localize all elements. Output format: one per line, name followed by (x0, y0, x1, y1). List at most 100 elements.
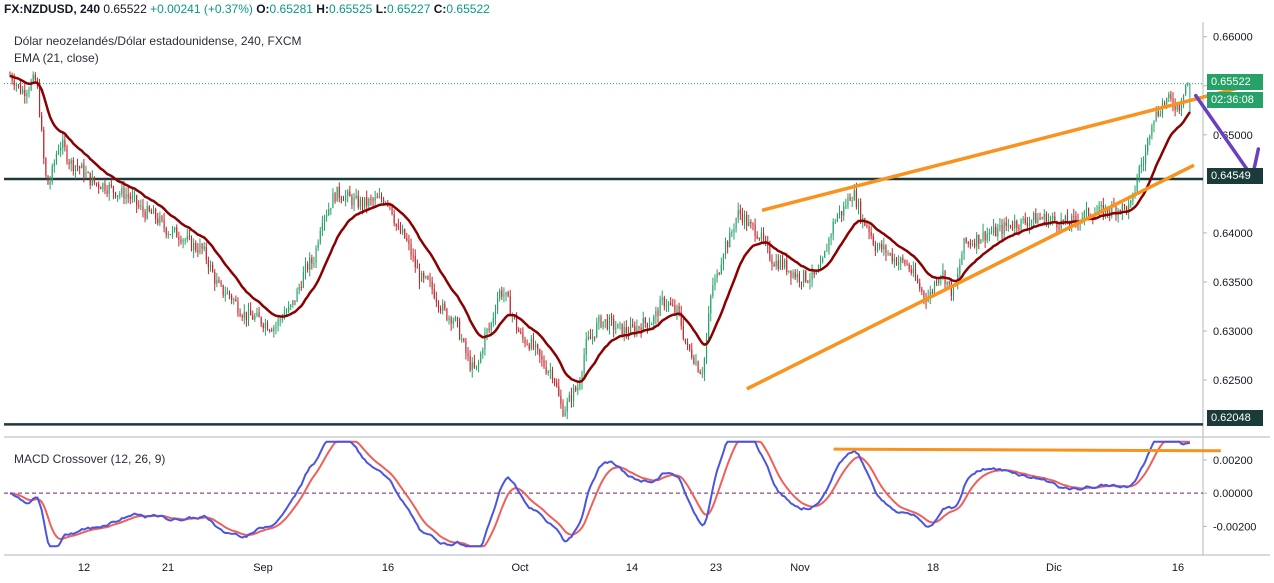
candle-body (999, 224, 1001, 229)
candle-body (680, 312, 682, 326)
candle-body (866, 225, 868, 227)
candle-body (321, 223, 323, 232)
candle-body (845, 206, 847, 208)
candle-body (689, 344, 691, 350)
candle-body (1007, 224, 1009, 226)
candle-body (982, 231, 984, 240)
candle-body (245, 311, 247, 321)
candle-body (176, 227, 178, 238)
candle-body (180, 239, 182, 243)
candle-body (701, 373, 703, 375)
candle-body (370, 199, 372, 201)
candle-body (294, 300, 296, 302)
candle-body (600, 316, 602, 328)
candle-body (917, 278, 919, 283)
candle-body (847, 196, 849, 207)
candle-body (406, 237, 408, 241)
candle-body (881, 243, 883, 250)
candle-body (1170, 94, 1172, 99)
candle-body (416, 267, 418, 269)
candle-body (792, 272, 794, 278)
candle-body (138, 205, 140, 207)
time-tick-label: Sep (253, 562, 273, 574)
candle-body (942, 271, 944, 276)
candle-body (560, 396, 562, 405)
candle-body (357, 195, 359, 208)
candle-body (146, 206, 148, 219)
candle-body (505, 292, 507, 295)
candle-body (1052, 216, 1054, 219)
candle-body (779, 259, 781, 269)
candle-body (83, 164, 85, 177)
candle-body (93, 176, 96, 183)
candle-body (1100, 204, 1102, 207)
candle-body (374, 197, 376, 201)
candle-body (338, 186, 340, 198)
candle-body (594, 336, 596, 338)
candle-body (667, 302, 670, 306)
candle-body (391, 204, 393, 215)
time-tick-label: 14 (626, 562, 638, 574)
candle-body (79, 166, 81, 169)
candle-body (1166, 98, 1168, 104)
candle-body (923, 291, 925, 298)
candle-body (171, 229, 174, 235)
candle-body (1037, 217, 1039, 224)
candle-body (404, 228, 406, 238)
candle-body (765, 239, 767, 242)
candle-body (64, 140, 66, 148)
candle-body (136, 195, 138, 206)
candle-body (735, 218, 737, 229)
candle-body (879, 243, 881, 248)
candle-body (919, 282, 921, 289)
candle-body (91, 176, 93, 186)
candle-body (393, 214, 395, 224)
candle-body (347, 191, 349, 196)
candle-body (412, 255, 414, 257)
candle-body (794, 272, 796, 278)
candle-body (775, 260, 777, 267)
candle-body (1144, 151, 1147, 164)
candle-body (670, 302, 672, 305)
candle-body (714, 278, 716, 286)
candle-body (395, 223, 397, 227)
candle-body (456, 317, 459, 321)
price-tick-label: 0.66000 (1213, 32, 1253, 44)
candle-body (467, 353, 469, 356)
candle-body (961, 253, 963, 265)
candle-body (841, 211, 843, 216)
candle-body (756, 236, 758, 239)
candle-body (452, 320, 454, 324)
candle-body (104, 183, 106, 192)
close-label: C: (433, 2, 447, 16)
macd-line (9, 440, 1190, 548)
candle-body (598, 316, 600, 323)
candle-body (1014, 220, 1016, 229)
candle-body (638, 326, 640, 328)
candle-body (140, 205, 142, 207)
candle-body (108, 184, 110, 194)
candle-body (226, 291, 228, 295)
candle-body (834, 221, 836, 223)
candle-body (762, 232, 765, 240)
candle-body (418, 268, 421, 282)
candle-body (722, 254, 725, 265)
candle-body (874, 244, 876, 251)
candle-body (41, 115, 43, 130)
candle-body (359, 199, 361, 208)
candle-body (266, 322, 269, 331)
candle-body (13, 80, 15, 86)
candle-body (51, 166, 53, 182)
candle-body (1136, 179, 1138, 192)
candle-body (570, 394, 573, 401)
candle-body (577, 387, 579, 391)
candle-body (178, 237, 180, 240)
candle-body (24, 89, 26, 97)
candle-body (195, 243, 197, 251)
candle-body (190, 237, 193, 251)
candle-body (718, 272, 720, 274)
candle-body (596, 322, 598, 337)
channel-upper-line (761, 86, 1241, 213)
candle-body (632, 324, 634, 327)
candle-body (76, 165, 79, 167)
